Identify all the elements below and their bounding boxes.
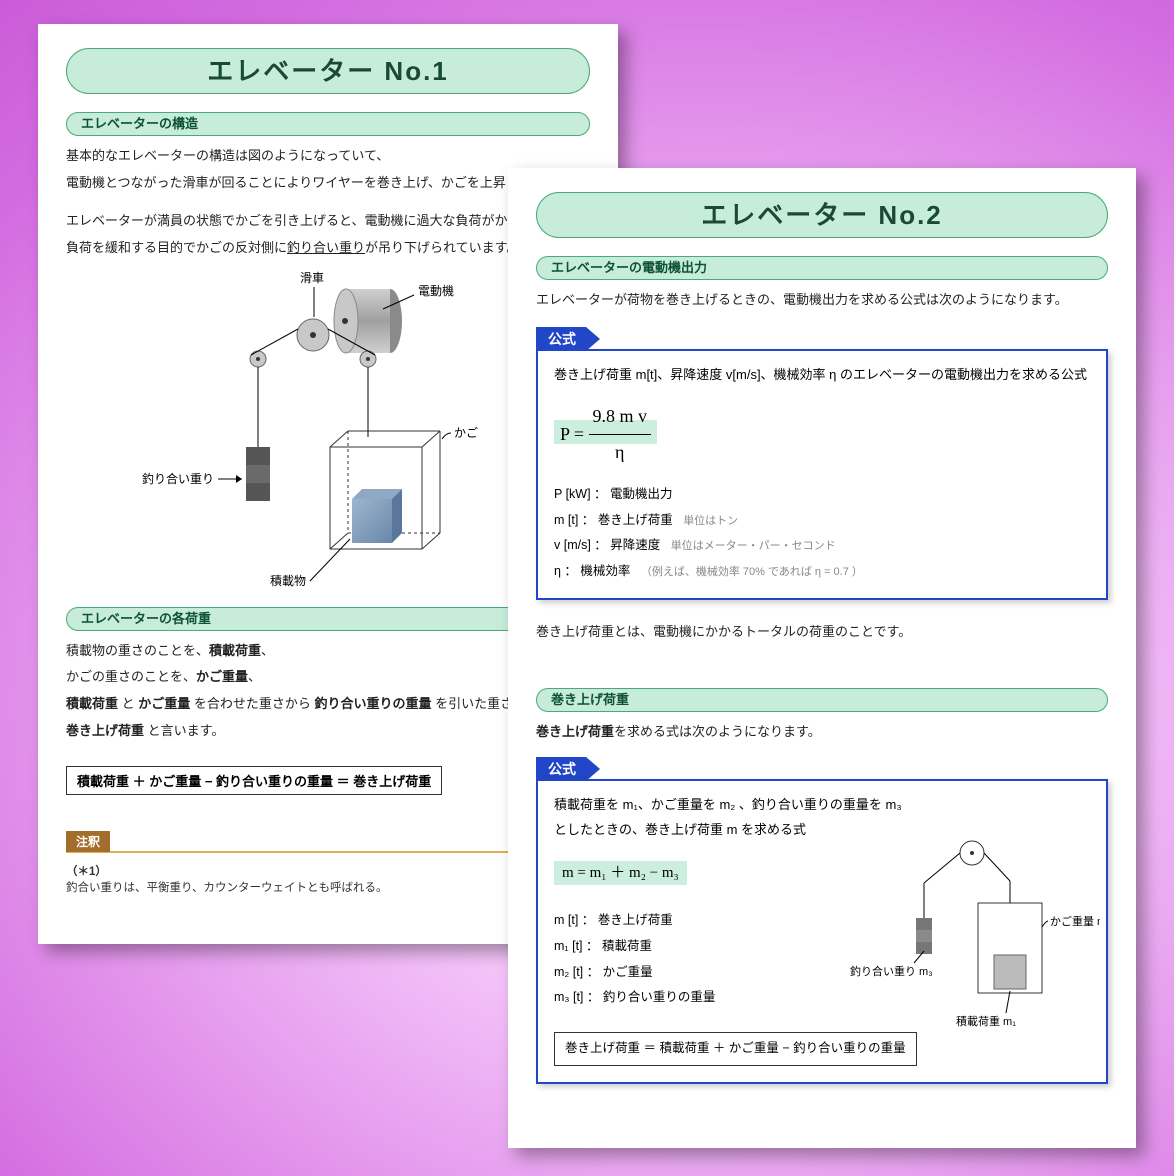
svg-text:かご重量 m₂: かご重量 m₂ xyxy=(1050,914,1100,928)
formula-tab: 公式 xyxy=(536,327,586,351)
formula-equation: P = 9.8 m vη xyxy=(554,420,657,444)
formula-tab: 公式 xyxy=(536,757,586,781)
page2-title: エレベーター No.2 xyxy=(536,192,1108,238)
elevator-mass-diagram: 釣り合い重り m₃ かご重量 m₂ 積載荷重 m₁ xyxy=(850,833,1100,1063)
def-line: η ： 機械効率 （例えば、機械効率 70% であれば η = 0.7 ） xyxy=(554,560,1090,584)
page2-text: 巻き上げ荷重とは、電動機にかかるトータルの荷重のことです。 xyxy=(536,620,1108,645)
page1-text: 基本的なエレベーターの構造は図のようになっていて、 xyxy=(66,144,590,169)
svg-text:釣り合い重り m₃: 釣り合い重り m₃ xyxy=(850,964,933,978)
page2-text: エレベーターが荷物を巻き上げるときの、電動機出力を求める公式は次のようになります… xyxy=(536,288,1108,313)
page1-title: エレベーター No.1 xyxy=(66,48,590,94)
def-line: m [t] ： 巻き上げ荷重 単位はトン xyxy=(554,509,1090,533)
elevator-structure-diagram: 滑車 電動機 釣り合い重り かご 積載物 xyxy=(118,267,538,597)
svg-text:積載荷重 m₁: 積載荷重 m₁ xyxy=(956,1014,1016,1028)
page-2: エレベーター No.2 エレベーターの電動機出力 エレベーターが荷物を巻き上げる… xyxy=(508,168,1136,1148)
svg-text:釣り合い重り: 釣り合い重り xyxy=(142,471,214,486)
page2-section1-title: エレベーターの電動機出力 xyxy=(536,256,1108,280)
formula-box-1: 巻き上げ荷重 m[t]、昇降速度 v[m/s]、機械効率 η のエレベーターの電… xyxy=(536,349,1108,600)
svg-text:かご: かご xyxy=(454,425,478,440)
formula-box-2: 積載荷重を m₁、かご重量を m₂ 、釣り合い重りの重量を m₃ としたときの、… xyxy=(536,779,1108,1084)
formula-equation: m = m₁ ＋ m₂ − m₃ xyxy=(554,861,687,885)
page2-text: 巻き上げ荷重を求める式は次のようになります。 xyxy=(536,720,1108,745)
def-line: P [kW] ： 電動機出力 xyxy=(554,483,1090,507)
svg-text:電動機: 電動機 xyxy=(418,283,454,298)
equation-box: 積載荷重 ＋ かご重量 − 釣り合い重りの重量 ＝ 巻き上げ荷重 xyxy=(66,766,442,795)
svg-text:積載物: 積載物 xyxy=(270,573,306,588)
svg-text:滑車: 滑車 xyxy=(300,271,324,285)
page2-section2-title: 巻き上げ荷重 xyxy=(536,688,1108,712)
page1-section1-title: エレベーターの構造 xyxy=(66,112,590,136)
def-line: v [m/s] ： 昇降速度 単位はメーター・パー・セコンド xyxy=(554,534,1090,558)
annotation-tab: 注釈 xyxy=(66,831,110,852)
